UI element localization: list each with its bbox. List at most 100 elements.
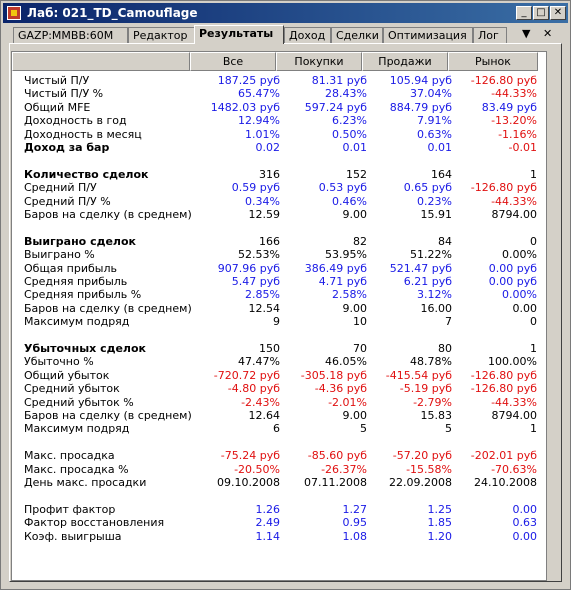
minimize-button[interactable]: _ [516, 6, 532, 20]
row-value: 1.26 [255, 502, 281, 516]
row-value: 80 [438, 342, 452, 355]
row-value: 51.22% [410, 248, 452, 262]
row-label: Чистый П/У % [24, 87, 104, 101]
row-label: Средний убыток [24, 382, 120, 396]
row-value: 0 [530, 315, 537, 329]
row-value: 9 [273, 315, 280, 329]
header-buys[interactable]: Покупки [276, 52, 362, 71]
row-value: 0.46% [332, 194, 367, 208]
row-value: 10 [353, 315, 367, 329]
row-value: 884.79 руб [389, 100, 452, 114]
header-blank [12, 52, 190, 71]
row-label: Фактор восстановления [24, 516, 165, 530]
table-row: Фактор восстановления 2.49 0.95 1.85 0.63 [12, 516, 546, 529]
app-icon [7, 6, 21, 20]
table-row: Общий убыток -720.72 руб -305.18 руб -415.5… [12, 369, 546, 382]
row-value: 0.00 руб [488, 261, 537, 275]
row-value: 37.04% [410, 87, 452, 101]
header-market[interactable]: Рынок [448, 52, 538, 71]
row-value: 0.23% [417, 194, 452, 208]
row-value: 8794.00 [491, 208, 538, 221]
row-value: 6.23% [332, 114, 367, 128]
row-value: -44.33% [491, 395, 537, 409]
row-value: 12.59 [248, 208, 281, 221]
row-value: 1 [530, 422, 537, 436]
row-value: -305.18 руб [300, 368, 367, 382]
row-value: 164 [431, 167, 452, 181]
header-sells[interactable]: Продажи [362, 52, 448, 71]
tab-trades[interactable]: Сделки [331, 27, 383, 43]
row-value: 2.58% [332, 288, 367, 302]
row-value: -0.01 [508, 141, 537, 154]
row-value: 0.00 [512, 502, 538, 516]
tab-log[interactable]: Лог [473, 27, 507, 43]
row-value: 100.00% [488, 355, 537, 369]
row-value: 0.00 [512, 301, 538, 315]
row-label: Макс. просадка % [24, 462, 129, 476]
title-bar[interactable]: Лаб: 021_TD_Camouflage _ □ ✕ [3, 3, 568, 23]
row-label: Профит фактор [24, 502, 116, 516]
row-value: 0.63% [417, 127, 452, 141]
row-value: 16.00 [420, 301, 453, 315]
row-value: 152 [346, 167, 367, 181]
header-all[interactable]: Все [190, 52, 276, 71]
table-row: Баров на сделку (в среднем) 12.59 9.00 15.9… [12, 208, 546, 221]
tab-chart[interactable]: GAZP:MMBB:60M [13, 27, 128, 43]
table-row: Доходность в год 12.94% 6.23% 7.91% -13.20% [12, 114, 546, 127]
table-row: Макс. просадка -75.24 руб -85.60 руб -57.20… [12, 449, 546, 462]
row-value: 0 [530, 234, 537, 248]
table-row: Доход за бар 0.02 0.01 0.01 -0.01 [12, 141, 546, 154]
row-value: 9.00 [342, 409, 368, 422]
row-label: Общая прибыль [24, 261, 117, 275]
row-value: 1.14 [255, 529, 281, 543]
row-value: -44.33% [491, 194, 537, 208]
row-value: 1.85 [427, 516, 453, 530]
table-row: Общая прибыль 907.96 руб 386.49 руб 521.47 … [12, 262, 546, 275]
row-label: Доход за бар [24, 141, 110, 154]
row-label: Общий MFE [24, 100, 91, 114]
tab-optimization[interactable]: Оптимизация [383, 27, 473, 43]
row-value: 5 [445, 422, 452, 436]
table-row: Общий MFE 1482.03 руб 597.24 руб 884.79 руб… [12, 101, 546, 114]
row-value: 28.43% [325, 87, 367, 101]
row-value: -26.37% [321, 462, 367, 476]
row-value: -415.54 руб [385, 368, 452, 382]
row-label: День макс. просадки [24, 476, 147, 489]
row-label: Общий убыток [24, 368, 110, 382]
table-row: Выиграно % 52.53% 53.95% 51.22% 0.00% [12, 248, 546, 261]
table-row: Убыточных сделок 150 70 80 1 [12, 342, 546, 355]
tab-results[interactable]: Результаты [194, 25, 284, 44]
row-value: 105.94 руб [389, 74, 452, 87]
row-value: 47.47% [238, 355, 280, 369]
close-button[interactable]: ✕ [550, 6, 566, 20]
row-value: 0.02 [255, 141, 281, 154]
maximize-button[interactable]: □ [533, 6, 549, 20]
row-value: 7.91% [417, 114, 452, 128]
table-row: Средний П/У 0.59 руб 0.53 руб 0.65 руб -126.… [12, 181, 546, 194]
row-label: Чистый П/У [24, 74, 90, 87]
tab-income[interactable]: Доход [284, 27, 331, 43]
row-label: Коэф. выигрыша [24, 529, 122, 543]
row-value: -2.79% [413, 395, 452, 409]
table-row: Профит фактор 1.26 1.27 1.25 0.00 [12, 503, 546, 516]
results-grid: Все Покупки Продажи Рынок Чистый П/У 187.… [11, 51, 547, 581]
row-value: -85.60 руб [307, 449, 367, 463]
table-row: Средний убыток -4.80 руб -4.36 руб -5.19 ру… [12, 382, 546, 395]
tab-close-icon[interactable]: ✕ [543, 27, 553, 40]
results-panel [9, 43, 562, 582]
tab-editor[interactable]: Редактор [128, 27, 195, 43]
row-value: -70.63% [491, 462, 537, 476]
table-row: Убыточно % 47.47% 46.05% 48.78% 100.00% [12, 355, 546, 368]
row-value: 0.01 [342, 141, 368, 154]
tab-menu-icon[interactable]: ▼ [522, 27, 531, 40]
table-row: Средняя прибыль 5.47 руб 4.71 руб 6.21 руб 0… [12, 275, 546, 288]
row-value: 0.00 руб [488, 275, 537, 288]
row-value: 22.09.2008 [389, 476, 452, 489]
row-value: 0.34% [245, 194, 280, 208]
row-value: 316 [259, 167, 280, 181]
table-row: Чистый П/У % 65.47% 28.43% 37.04% -44.33% [12, 87, 546, 100]
row-value: 907.96 руб [217, 261, 280, 275]
row-label: Баров на сделку (в среднем) [24, 301, 192, 315]
row-value: 1.25 [427, 502, 453, 516]
row-value: 7 [445, 315, 452, 329]
